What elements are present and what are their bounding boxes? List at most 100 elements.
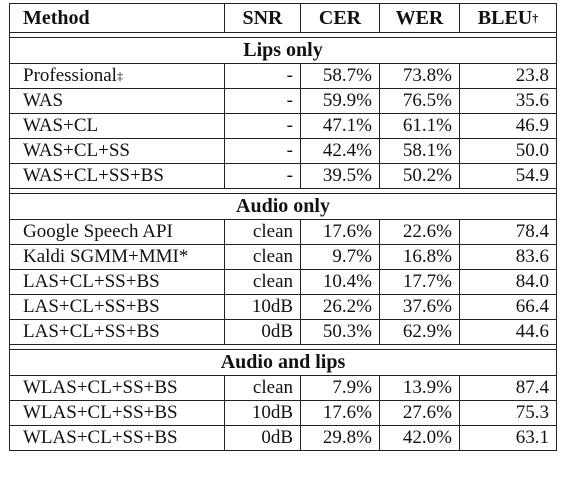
cell-bleu: 46.9 <box>515 115 549 136</box>
cell-method: WAS+CL <box>10 114 225 138</box>
cell-snr: clean <box>225 376 301 400</box>
cell-wer: 27.6% <box>380 401 460 425</box>
method-label: WAS+CL+SS+BS <box>23 165 164 186</box>
results-table: Method SNR CER WER BLEU † Lips only Profes… <box>9 3 557 451</box>
cell-bleu: 83.6 <box>515 246 549 267</box>
table-row: WLAS+CL+SS+BS 10dB 17.6% 27.6% 75.3 <box>9 401 557 426</box>
cell-bleu: 66.4 <box>515 296 549 317</box>
cell-cer: 26.2% <box>301 295 380 319</box>
method-label: WLAS+CL+SS+BS <box>23 402 178 423</box>
cell-bleu: 63.1 <box>515 427 549 448</box>
header-method: Method <box>10 4 225 32</box>
table-row: Kaldi SGMM+MMI* clean 9.7% 16.8% 83.6 <box>9 245 557 270</box>
method-label: Kaldi SGMM+MMI* <box>23 246 189 267</box>
cell-snr: - <box>225 164 301 188</box>
method-label: WLAS+CL+SS+BS <box>23 377 178 398</box>
table-row: WAS+CL+SS -42.4% 58.1% 50.0 <box>9 139 557 164</box>
cell-bleu: 54.9 <box>515 165 549 186</box>
cell-method: Kaldi SGMM+MMI* <box>10 245 225 269</box>
cell-method: WAS+CL+SS+BS <box>10 164 225 188</box>
header-snr: SNR <box>225 4 301 32</box>
section-spacer <box>9 345 557 349</box>
cell-wer: 13.9% <box>380 376 460 400</box>
cell-wer: 62.9% <box>380 320 460 344</box>
method-label: Professional <box>23 65 117 86</box>
section-title: Audio only <box>9 193 557 220</box>
cell-bleu: 87.4 <box>515 377 549 398</box>
cell-snr: - <box>225 114 301 138</box>
method-label: Google Speech API <box>23 221 173 242</box>
cell-bleu: 35.6 <box>515 90 549 111</box>
cell-wer: 22.6% <box>380 220 460 244</box>
cell-cer: 59.9% <box>301 89 380 113</box>
table-row: LAS+CL+SS+BS 10dB 26.2% 37.6% 66.4 <box>9 295 557 320</box>
cell-bleu: 84.0 <box>515 271 549 292</box>
cell-wer: 58.1% <box>380 139 460 163</box>
cell-cer: 58.7% <box>301 64 380 88</box>
cell-wer: 42.0% <box>380 426 460 450</box>
cell-wer: 16.8% <box>380 245 460 269</box>
cell-bleu: 44.6 <box>515 321 549 342</box>
cell-method: WAS <box>10 89 225 113</box>
section-spacer <box>9 33 557 37</box>
cell-bleu: 23.8 <box>515 65 549 86</box>
cell-method: Google Speech API <box>10 220 225 244</box>
cell-snr: - <box>225 89 301 113</box>
cell-snr: clean <box>225 220 301 244</box>
cell-snr: clean <box>225 270 301 294</box>
cell-wer: 73.8% <box>380 64 460 88</box>
header-bleu: BLEU † <box>477 6 539 29</box>
cell-cer: 10.4% <box>301 270 380 294</box>
cell-snr: 10dB <box>225 401 301 425</box>
table-row: Professional ‡ -58.7% 73.8% 23.8 <box>9 64 557 89</box>
cell-method: LAS+CL+SS+BS <box>10 295 225 319</box>
method-label: LAS+CL+SS+BS <box>23 321 160 342</box>
table-row: WAS+CL+SS+BS -39.5% 50.2% 54.9 <box>9 164 557 189</box>
cell-wer: 37.6% <box>380 295 460 319</box>
method-label: WAS+CL <box>23 115 99 136</box>
table-row: WAS+CL -47.1% 61.1% 46.9 <box>9 114 557 139</box>
cell-cer: 17.6% <box>301 220 380 244</box>
header-cer: CER <box>301 4 380 32</box>
cell-snr: - <box>225 139 301 163</box>
cell-wer: 17.7% <box>380 270 460 294</box>
cell-method: Professional ‡ <box>10 64 225 88</box>
cell-bleu: 78.4 <box>515 221 549 242</box>
cell-cer: 17.6% <box>301 401 380 425</box>
cell-cer: 47.1% <box>301 114 380 138</box>
cell-snr: 0dB <box>225 426 301 450</box>
cell-bleu: 75.3 <box>515 402 549 423</box>
cell-cer: 29.8% <box>301 426 380 450</box>
cell-wer: 61.1% <box>380 114 460 138</box>
cell-cer: 39.5% <box>301 164 380 188</box>
cell-snr: 10dB <box>225 295 301 319</box>
section-title: Audio and lips <box>9 349 557 376</box>
cell-cer: 7.9% <box>301 376 380 400</box>
section-spacer <box>9 189 557 193</box>
cell-snr: clean <box>225 245 301 269</box>
cell-cer: 50.3% <box>301 320 380 344</box>
cell-method: WLAS+CL+SS+BS <box>10 401 225 425</box>
cell-cer: 9.7% <box>301 245 380 269</box>
section-title: Lips only <box>9 37 557 64</box>
cell-snr: - <box>225 64 301 88</box>
table-row: LAS+CL+SS+BS 0dB 50.3% 62.9% 44.6 <box>9 320 557 345</box>
cell-method: WAS+CL+SS <box>10 139 225 163</box>
cell-method: LAS+CL+SS+BS <box>10 320 225 344</box>
method-label: WAS+CL+SS <box>23 140 130 161</box>
method-label: LAS+CL+SS+BS <box>23 271 160 292</box>
table-row: WLAS+CL+SS+BS 0dB 29.8% 42.0% 63.1 <box>9 426 557 451</box>
cell-method: LAS+CL+SS+BS <box>10 270 225 294</box>
table-header-row: Method SNR CER WER BLEU † <box>9 3 557 33</box>
method-label: WAS <box>23 90 64 111</box>
table-row: LAS+CL+SS+BS clean 10.4% 17.7% 84.0 <box>9 270 557 295</box>
table-row: Google Speech API clean 17.6% 22.6% 78.4 <box>9 220 557 245</box>
cell-wer: 76.5% <box>380 89 460 113</box>
cell-bleu: 50.0 <box>515 140 549 161</box>
cell-cer: 42.4% <box>301 139 380 163</box>
table-row: WLAS+CL+SS+BS clean 7.9% 13.9% 87.4 <box>9 376 557 401</box>
cell-wer: 50.2% <box>380 164 460 188</box>
cell-method: WLAS+CL+SS+BS <box>10 426 225 450</box>
method-label: LAS+CL+SS+BS <box>23 296 160 317</box>
table-body: Lips only Professional ‡ -58.7% 73.8% 23.8 WAS… <box>9 33 557 451</box>
